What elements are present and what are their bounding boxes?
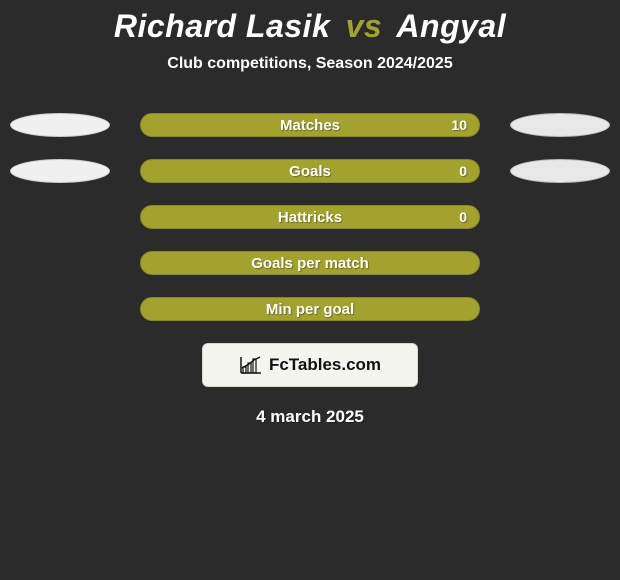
stat-row: Hattricks 0 bbox=[0, 205, 620, 229]
stat-value: 0 bbox=[459, 163, 467, 179]
stat-value: 10 bbox=[451, 117, 467, 133]
stat-row: Goals 0 bbox=[0, 159, 620, 183]
player1-ellipse bbox=[10, 159, 110, 183]
stat-label: Hattricks bbox=[278, 209, 342, 226]
comparison-title: Richard Lasik vs Angyal bbox=[0, 0, 620, 45]
stat-row: Matches 10 bbox=[0, 113, 620, 137]
stat-bar: Min per goal bbox=[140, 297, 480, 321]
player2-ellipse bbox=[510, 159, 610, 183]
source-badge-text: FcTables.com bbox=[269, 355, 381, 375]
stats-rows: Matches 10 Goals 0 Hattricks 0 Goals per match… bbox=[0, 113, 620, 321]
title-vs: vs bbox=[346, 8, 383, 44]
stat-bar: Goals per match bbox=[140, 251, 480, 275]
stat-label: Min per goal bbox=[266, 301, 354, 318]
stat-bar: Matches 10 bbox=[140, 113, 480, 137]
player1-ellipse bbox=[10, 113, 110, 137]
title-player1: Richard Lasik bbox=[114, 8, 330, 44]
player2-ellipse bbox=[510, 113, 610, 137]
stat-label: Goals bbox=[289, 163, 331, 180]
stat-row: Min per goal bbox=[0, 297, 620, 321]
chart-icon bbox=[239, 355, 263, 375]
stat-label: Goals per match bbox=[251, 255, 369, 272]
title-player2: Angyal bbox=[396, 8, 506, 44]
stat-bar: Hattricks 0 bbox=[140, 205, 480, 229]
stat-label: Matches bbox=[280, 117, 340, 134]
subtitle: Club competitions, Season 2024/2025 bbox=[0, 55, 620, 73]
stat-value: 0 bbox=[459, 209, 467, 225]
stat-bar: Goals 0 bbox=[140, 159, 480, 183]
stat-row: Goals per match bbox=[0, 251, 620, 275]
source-badge: FcTables.com bbox=[202, 343, 418, 387]
date-text: 4 march 2025 bbox=[0, 407, 620, 427]
